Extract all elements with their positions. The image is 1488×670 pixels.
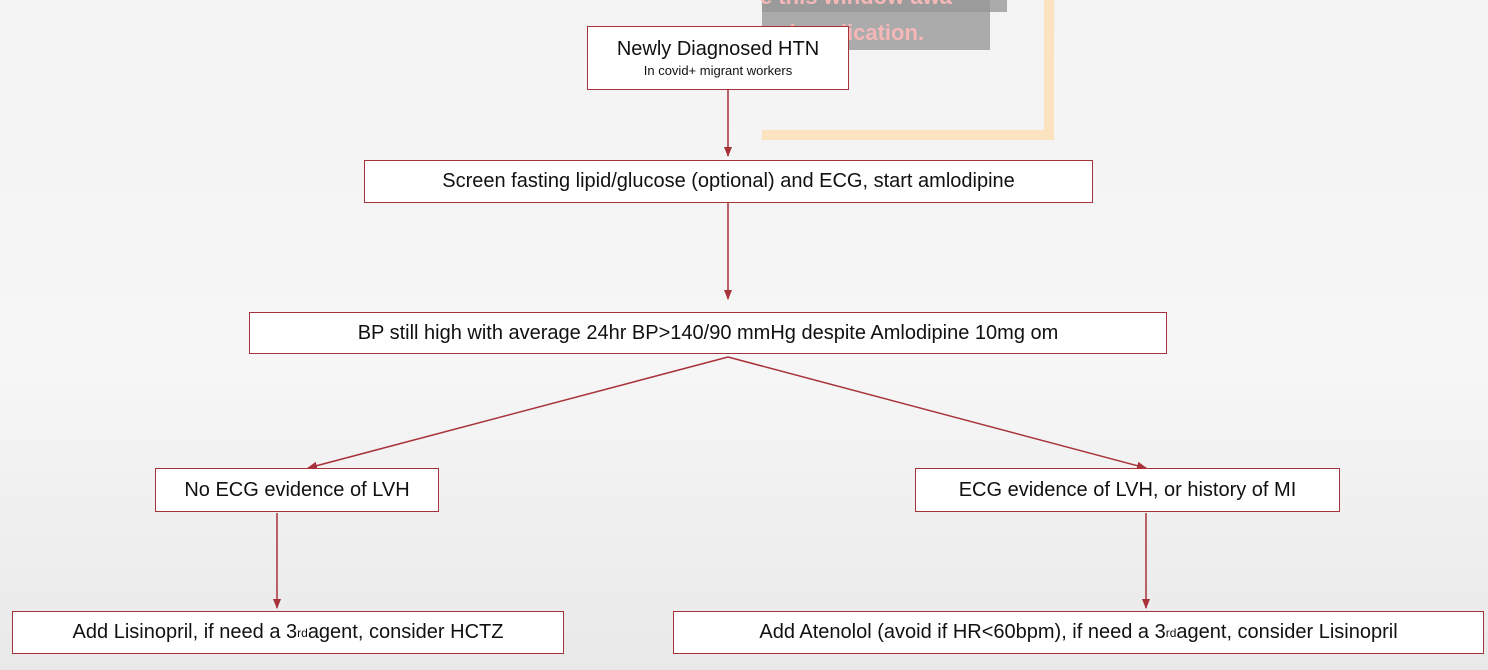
node-subtitle: In covid+ migrant workers (643, 63, 793, 78)
node-text: ECG evidence of LVH, or history of MI (958, 478, 1297, 501)
overlay-text-line1: e this window awa (760, 0, 952, 10)
node-text: Screen fasting lipid/glucose (optional) … (442, 170, 1015, 192)
node-bp-still-high: BP still high with average 24hr BP>140/9… (249, 312, 1167, 354)
node-add-atenolol: Add Atenolol (avoid if HR<60bpm), if nee… (673, 611, 1484, 654)
overlay-frame (762, 0, 1054, 140)
node-text-post: agent, consider HCTZ (307, 621, 504, 643)
arrow-n3-n4 (307, 356, 729, 470)
node-text-pre: Add Lisinopril, if need a 3 (72, 621, 298, 643)
node-title: Newly Diagnosed HTN (616, 38, 820, 60)
arrow-n3-n5 (727, 356, 1147, 470)
node-screen-fasting: Screen fasting lipid/glucose (optional) … (364, 160, 1093, 203)
node-newly-diagnosed-htn: Newly Diagnosed HTN In covid+ migrant wo… (587, 26, 849, 90)
node-text: No ECG evidence of LVH (184, 478, 410, 501)
node-text-post: agent, consider Lisinopril (1176, 621, 1398, 643)
node-text: BP still high with average 24hr BP>140/9… (357, 321, 1059, 344)
node-no-ecg-lvh: No ECG evidence of LVH (155, 468, 439, 512)
node-ecg-lvh-or-mi: ECG evidence of LVH, or history of MI (915, 468, 1340, 512)
node-text-pre: Add Atenolol (avoid if HR<60bpm), if nee… (759, 621, 1166, 643)
